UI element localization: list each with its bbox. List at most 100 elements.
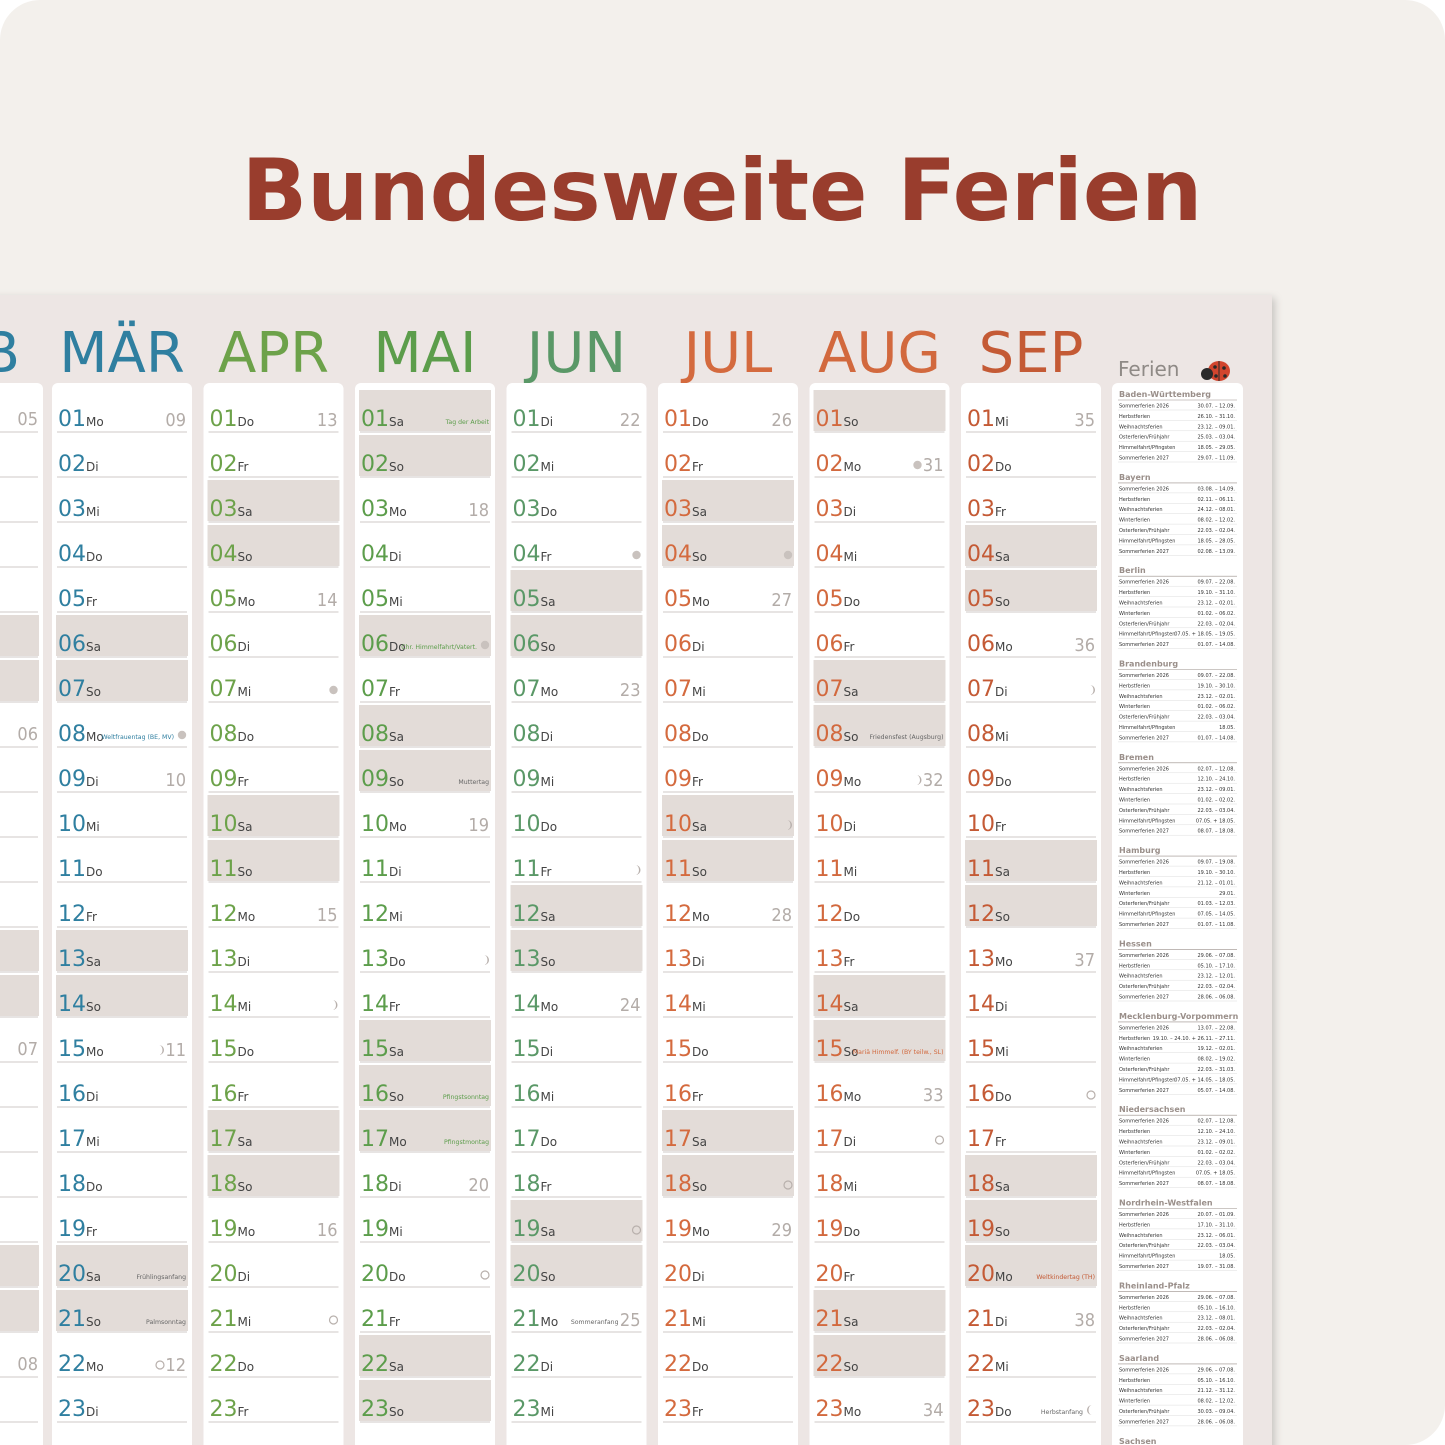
- week-number: 20: [468, 1175, 489, 1196]
- holiday-period-dates: 08.02. – 12.02.: [1198, 1399, 1236, 1405]
- weekday: Mi: [389, 1225, 403, 1239]
- day-number: 09: [816, 767, 844, 792]
- weekday: Mo: [995, 955, 1013, 969]
- day-number: 05: [58, 587, 86, 612]
- weekday: Do: [238, 730, 255, 744]
- day-number: 22: [967, 1352, 995, 1377]
- day-number: 17: [513, 1127, 541, 1152]
- holiday-period-label: Sommerferien 2026: [1119, 860, 1169, 866]
- holiday-period-label: Weihnachtsferien: [1119, 974, 1163, 980]
- weekend-row: [965, 840, 1097, 881]
- weekday: Di: [995, 1315, 1008, 1329]
- holiday-period-dates: 01.07. – 11.08.: [1198, 922, 1236, 928]
- day-number: 10: [210, 812, 238, 837]
- day-number: 21: [967, 1307, 995, 1332]
- holiday-period-dates: 19.07. – 31.08.: [1198, 1264, 1236, 1270]
- day-number: 18: [513, 1172, 541, 1197]
- weekday: Di: [86, 1090, 99, 1104]
- week-number: 15: [317, 905, 338, 926]
- holiday-period-label: Weihnachtsferien: [1119, 1046, 1163, 1052]
- day-number: 22: [210, 1352, 238, 1377]
- day-number: 14: [664, 992, 692, 1017]
- state-name: Bayern: [1119, 473, 1151, 482]
- day-number: 20: [58, 1262, 86, 1287]
- week-number: 18: [468, 500, 489, 521]
- holiday-period-label: Herbstferien: [1119, 1129, 1150, 1135]
- day-number: 04: [58, 542, 86, 567]
- day-number: 06: [967, 632, 995, 657]
- day-number: 04: [513, 542, 541, 567]
- holiday-note: Sommeranfang: [571, 1319, 619, 1326]
- weekday: Di: [238, 955, 251, 969]
- week-number: 34: [923, 1400, 944, 1421]
- holiday-period-label: Osterferien/Frühjahr: [1119, 715, 1170, 721]
- holiday-period-dates: 07.05. + 14.05. – 18.05.: [1174, 1077, 1235, 1083]
- weekday: Mo: [86, 1045, 104, 1059]
- weekday: Mo: [844, 460, 862, 474]
- weekday: Do: [389, 955, 406, 969]
- weekend-row: [0, 660, 39, 701]
- day-column: [809, 383, 950, 1445]
- day-number: 21: [58, 1307, 86, 1332]
- holiday-period-label: Sommerferien 2026: [1119, 1212, 1169, 1218]
- holiday-period-label: Sommerferien 2027: [1119, 922, 1169, 928]
- holiday-period-label: Osterferien/Frühjahr: [1119, 1243, 1170, 1249]
- holiday-period-dates: 17.10. – 31.10.: [1198, 1222, 1236, 1228]
- day-number: 22: [58, 1352, 86, 1377]
- weekday: Mi: [995, 730, 1009, 744]
- holiday-period-label: Sommerferien 2027: [1119, 1181, 1169, 1187]
- holiday-period-dates: 08.02. – 19.02.: [1198, 1057, 1236, 1063]
- day-number: 17: [210, 1127, 238, 1152]
- week-number: 38: [1074, 1310, 1095, 1331]
- moon-full: [155, 1360, 165, 1370]
- weekend-row: [813, 390, 946, 431]
- holiday-period-dates: 22.03. – 31.03.: [1198, 1067, 1236, 1073]
- day-number: 16: [361, 1082, 389, 1107]
- day-number: 19: [210, 1217, 238, 1242]
- holiday-period-dates: 18.05. – 28.05.: [1198, 538, 1236, 544]
- weekend-row: [0, 930, 39, 971]
- week-number: 22: [620, 410, 641, 431]
- holiday-note: Mariä Himmelf. (BY teilw., SL): [853, 1049, 944, 1056]
- weekend-row: [965, 1155, 1097, 1196]
- holiday-period-label: Weihnachtsferien: [1119, 1388, 1163, 1394]
- ladybug-spot: [1213, 365, 1217, 369]
- weekday: Do: [692, 415, 709, 429]
- day-number: 19: [513, 1217, 541, 1242]
- weekday: Sa: [238, 820, 253, 834]
- weekday: So: [692, 865, 707, 879]
- day-number: 03: [816, 497, 844, 522]
- holiday-period-dates: 24.12. – 08.01.: [1198, 507, 1236, 513]
- day-number: 13: [967, 947, 995, 972]
- weekday: Mo: [844, 775, 862, 789]
- weekday: Di: [541, 730, 554, 744]
- weekday: Di: [692, 640, 705, 654]
- weekday: Do: [541, 820, 558, 834]
- holiday-period-label: Weihnachtsferien: [1119, 694, 1163, 700]
- holiday-note: Pfingstmontag: [444, 1139, 489, 1146]
- day-number: 08: [967, 722, 995, 747]
- weekday: Fr: [389, 685, 400, 699]
- holiday-period-dates: 08.07. – 18.08.: [1198, 829, 1236, 835]
- holiday-period-dates: 22.03. – 02.04.: [1198, 984, 1236, 990]
- weekday: So: [844, 415, 859, 429]
- weekend-row: [359, 1380, 491, 1421]
- holiday-period-dates: 30.07. – 12.09.: [1198, 404, 1236, 410]
- weekend-row: [359, 1335, 491, 1376]
- weekday: Do: [844, 595, 861, 609]
- holiday-period-label: Sommerferien 2027: [1119, 735, 1169, 741]
- day-number: 22: [816, 1352, 844, 1377]
- holiday-period-label: Weihnachtsferien: [1119, 507, 1163, 513]
- state-name: Baden-Württemberg: [1119, 390, 1211, 399]
- day-number: 16: [58, 1082, 86, 1107]
- holiday-period-label: Osterferien/Frühjahr: [1119, 1067, 1170, 1073]
- holiday-period-dates: 22.03. – 02.04.: [1198, 621, 1236, 627]
- holiday-period-label: Sommerferien 2027: [1119, 642, 1169, 648]
- holiday-period-label: Weihnachtsferien: [1119, 787, 1163, 793]
- day-number: 01: [816, 407, 844, 432]
- weekday: Di: [541, 1045, 554, 1059]
- weekday: Fr: [995, 1135, 1006, 1149]
- holiday-period-label: Sommerferien 2027: [1119, 1088, 1169, 1094]
- day-number: 15: [664, 1037, 692, 1062]
- day-number: 17: [361, 1127, 389, 1152]
